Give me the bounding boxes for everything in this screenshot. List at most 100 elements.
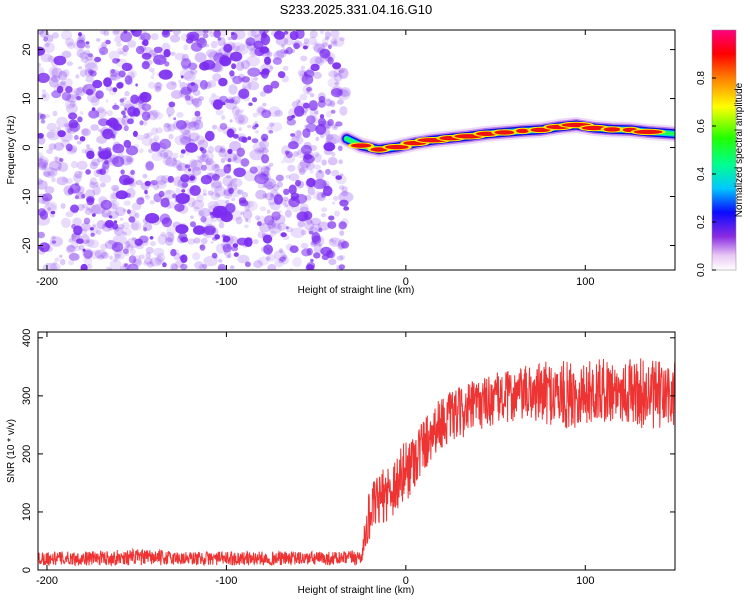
noise-blob [259,222,271,233]
noise-blob [229,265,235,270]
snr-x-tick-label: 100 [576,575,594,587]
noise-blob [233,252,239,257]
noise-blob [211,173,220,181]
noise-blob [219,145,226,153]
noise-blob [180,86,192,96]
noise-blob [295,179,305,189]
noise-blob [266,51,273,58]
noise-blob [142,39,149,47]
noise-blob [84,208,93,216]
noise-blob [92,213,96,217]
noise-blob [125,155,134,163]
spectrogram-noise-layer [38,30,354,270]
noise-blob [190,215,194,219]
noise-blob [174,52,186,61]
noise-blob [261,147,269,154]
noise-blob [323,142,336,152]
noise-blob [297,181,305,188]
noise-blob [99,47,109,55]
noise-blob [238,136,247,143]
noise-blob [307,186,315,196]
noise-blob [92,79,103,89]
noise-blob [102,128,114,140]
noise-blob [38,156,49,166]
noise-blob [324,31,331,39]
noise-blob [83,85,88,89]
noise-blob [269,230,277,237]
noise-blob [171,159,182,168]
noise-blob [266,185,274,190]
noise-blob [147,110,154,116]
noise-blob [124,75,133,85]
noise-blob [96,169,103,175]
noise-blob [75,87,85,97]
noise-blob [38,215,50,226]
noise-blob [157,72,163,77]
noise-blob [173,176,184,187]
noise-blob [279,248,284,254]
snr-x-ticks: -200 -100 0 100 [36,332,594,587]
noise-blob [338,185,345,190]
noise-blob [323,148,333,156]
spectrogram-y-tick-label: 20 [21,43,33,55]
noise-blob [114,70,126,79]
noise-blob [46,131,56,139]
noise-blob [178,79,182,84]
noise-blob [107,210,119,219]
noise-blob [72,173,82,183]
noise-blob [144,180,151,187]
noise-blob [148,67,155,73]
noise-blob [343,206,350,211]
noise-blob [66,93,78,103]
noise-blob [179,153,185,159]
noise-blob [118,224,125,230]
noise-blob [153,54,167,65]
noise-blob [100,243,108,250]
noise-blob [331,152,336,157]
noise-blob [85,206,91,211]
noise-blob [327,77,339,88]
noise-blob [159,138,172,150]
noise-blob [167,175,174,183]
noise-blob [252,141,267,153]
noise-blob [324,36,330,41]
noise-blob [85,88,94,96]
noise-blob [279,256,287,262]
noise-blob [230,31,235,36]
noise-blob [175,187,181,194]
noise-blob [162,262,167,268]
noise-blob [176,112,184,118]
noise-blob [199,79,208,90]
noise-blob [84,43,89,48]
noise-blob [163,122,170,128]
noise-blob [113,227,124,236]
noise-blob [309,169,314,174]
noise-blob [143,261,149,266]
noise-blob [122,45,129,52]
noise-blob [86,197,95,206]
noise-blob [184,164,191,169]
noise-blob [288,184,297,195]
snr-y-tick-label: 400 [21,329,33,347]
page-title: S233.2025.331.04.16.G10 [280,2,433,17]
noise-blob [232,75,243,85]
noise-blob [232,45,241,52]
noise-blob [56,126,61,132]
noise-blob [168,133,174,140]
noise-blob [156,253,166,263]
noise-blob [76,238,84,244]
noise-blob [226,41,236,49]
noise-blob [92,223,96,228]
noise-blob [144,193,149,198]
noise-blob [95,108,107,119]
spectrogram-y-tick-label: -10 [21,189,33,205]
noise-blob [244,204,250,212]
snr-y-label: SNR (10 * v/v) [6,419,17,483]
noise-blob [246,200,254,208]
spectrogram-y-tick-label: 10 [21,92,33,104]
noise-blob [119,50,123,55]
noise-blob [338,159,343,165]
noise-blob [50,210,56,215]
noise-blob [151,127,158,135]
noise-blob [294,193,308,204]
